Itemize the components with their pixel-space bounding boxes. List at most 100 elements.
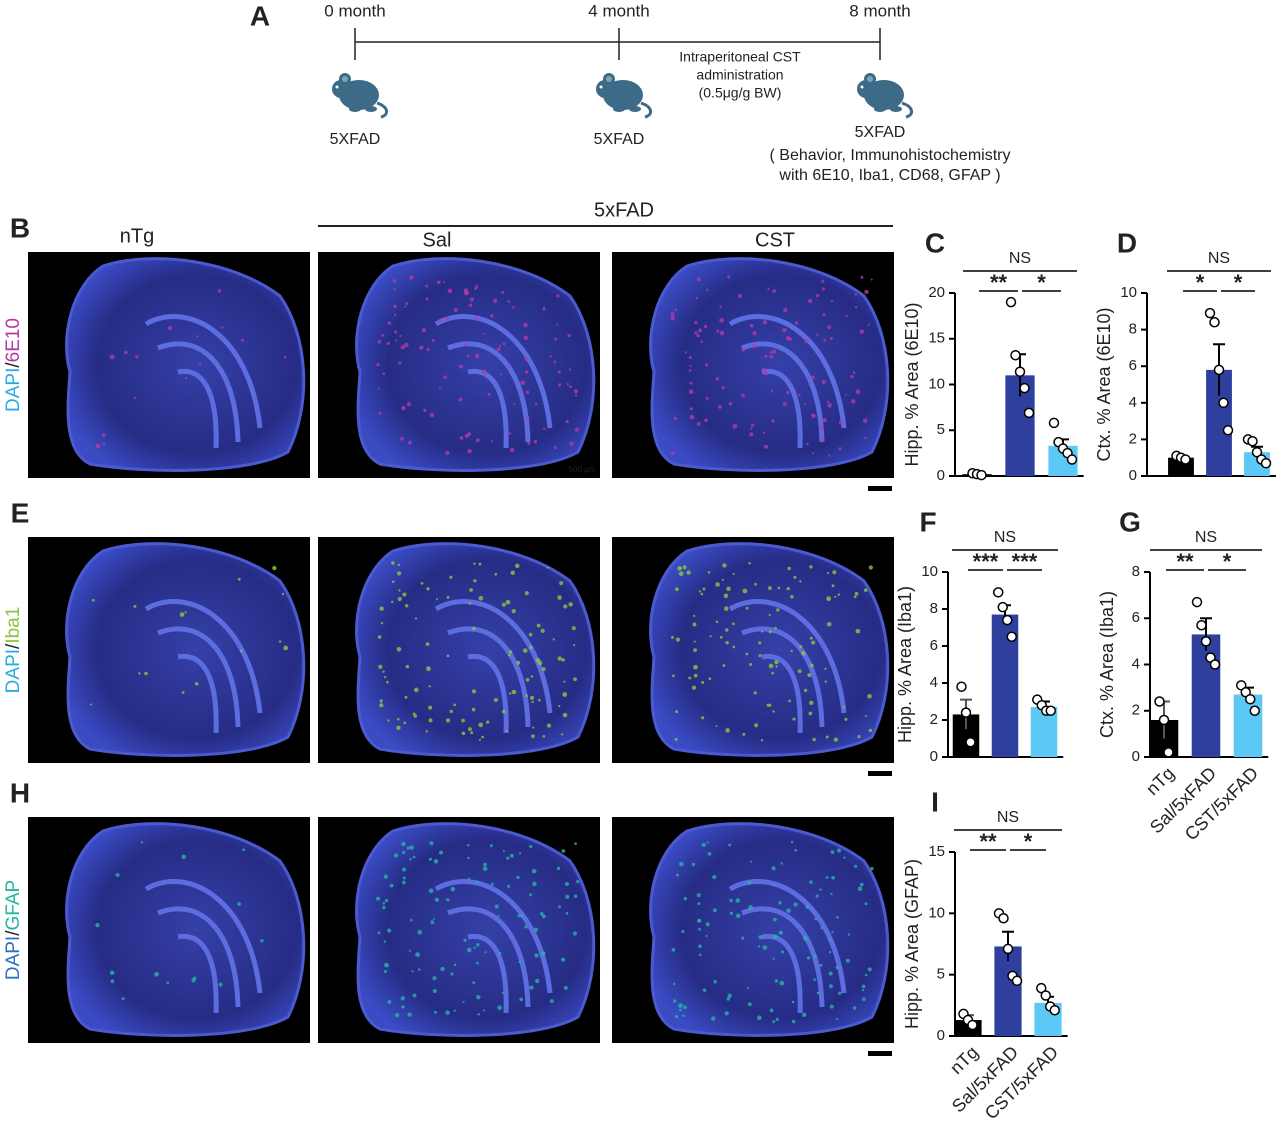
signal-dot bbox=[769, 1008, 774, 1013]
signal-dot bbox=[786, 390, 790, 395]
signal-dot bbox=[383, 940, 386, 943]
signal-dot bbox=[467, 877, 471, 880]
signal-dot bbox=[446, 654, 450, 658]
signal-dot bbox=[393, 288, 396, 291]
data-point bbox=[1002, 614, 1013, 626]
signal-dot bbox=[827, 403, 832, 408]
signal-dot bbox=[745, 652, 749, 656]
panel-letter: D bbox=[1117, 227, 1137, 258]
bar bbox=[994, 946, 1022, 1036]
data-point bbox=[1196, 619, 1207, 631]
signal-dot bbox=[723, 593, 729, 599]
mouse-icon bbox=[594, 71, 653, 119]
signal-dot bbox=[429, 841, 434, 846]
signal-dot bbox=[380, 621, 384, 625]
signal-dot bbox=[429, 412, 435, 418]
signal-dot bbox=[184, 611, 187, 614]
signal-dot bbox=[561, 658, 565, 662]
y-tick-label: 6 bbox=[930, 637, 938, 654]
signal-dot bbox=[399, 334, 402, 338]
signal-dot bbox=[432, 988, 437, 993]
timepoint-label: 4 month bbox=[588, 1, 649, 20]
signal-dot bbox=[557, 595, 562, 600]
x-tick-label: nTg bbox=[1142, 763, 1178, 799]
signal-dot bbox=[470, 731, 474, 735]
signal-dot bbox=[784, 328, 788, 331]
signal-dot bbox=[855, 628, 861, 634]
signal-dot bbox=[402, 867, 407, 872]
signal-dot bbox=[417, 968, 421, 971]
signal-dot bbox=[773, 917, 777, 922]
panel-letter: C bbox=[925, 227, 945, 258]
signal-dot bbox=[853, 595, 857, 599]
signal-dot bbox=[574, 427, 580, 432]
signal-dot bbox=[469, 297, 474, 302]
micrograph bbox=[612, 817, 894, 1043]
signal-dot bbox=[861, 984, 866, 989]
signal-dot bbox=[768, 663, 774, 669]
y-axis-label: Hipp. % Area (6E10) bbox=[902, 302, 922, 466]
signal-dot bbox=[531, 868, 537, 874]
signal-dot bbox=[842, 706, 846, 709]
signal-dot bbox=[735, 898, 741, 903]
signal-dot bbox=[397, 563, 401, 567]
data-point bbox=[998, 912, 1009, 924]
signal-dot bbox=[763, 444, 768, 449]
signal-dot bbox=[382, 905, 386, 910]
signal-dot bbox=[463, 288, 469, 293]
signal-dot bbox=[838, 447, 842, 451]
signal-dot bbox=[760, 738, 764, 742]
signal-dot bbox=[798, 393, 801, 397]
signal-dot bbox=[870, 866, 874, 871]
signal-dot bbox=[394, 313, 397, 317]
signal-dot bbox=[446, 595, 450, 599]
stain-part: DAPI bbox=[3, 936, 24, 980]
signal-dot bbox=[394, 339, 397, 342]
signal-dot bbox=[691, 862, 696, 867]
signal-dot bbox=[574, 842, 577, 846]
signal-dot bbox=[775, 665, 778, 668]
signal-dot bbox=[859, 329, 865, 334]
signal-dot bbox=[468, 303, 473, 307]
signal-dot bbox=[776, 608, 780, 612]
micrograph bbox=[318, 252, 600, 478]
y-tick-label: 15 bbox=[928, 843, 945, 860]
significance-label: ** bbox=[979, 829, 997, 854]
signal-dot bbox=[712, 874, 717, 880]
signal-dot bbox=[829, 984, 833, 989]
signal-dot bbox=[526, 416, 530, 420]
signal-dot bbox=[862, 418, 868, 424]
signal-dot bbox=[805, 905, 809, 909]
signal-dot bbox=[474, 287, 478, 291]
signal-dot bbox=[181, 854, 186, 860]
signal-dot bbox=[461, 731, 466, 736]
signal-dot bbox=[702, 988, 707, 992]
signal-dot bbox=[394, 330, 398, 334]
signal-dot bbox=[476, 943, 480, 947]
signal-dot bbox=[707, 851, 712, 856]
signal-dot bbox=[278, 640, 282, 643]
treatment-label: administration bbox=[696, 67, 783, 83]
signal-dot bbox=[406, 402, 411, 407]
column-header: Sal bbox=[423, 229, 452, 251]
signal-dot bbox=[749, 663, 753, 666]
signal-dot bbox=[808, 298, 813, 304]
signal-dot bbox=[522, 648, 528, 653]
signal-dot bbox=[753, 691, 757, 695]
signal-dot bbox=[670, 451, 675, 455]
signal-dot bbox=[519, 852, 522, 855]
signal-dot bbox=[467, 448, 472, 454]
signal-dot bbox=[445, 1010, 450, 1015]
signal-dot bbox=[408, 949, 411, 952]
signal-dot bbox=[762, 945, 768, 950]
signal-dot bbox=[481, 735, 485, 739]
signal-dot bbox=[786, 908, 791, 914]
significance-label: *** bbox=[973, 549, 999, 574]
signal-dot bbox=[693, 673, 698, 678]
signal-dot bbox=[524, 370, 529, 374]
signal-dot bbox=[493, 697, 498, 702]
signal-dot bbox=[719, 317, 724, 323]
signal-dot bbox=[438, 318, 442, 323]
signal-dot bbox=[797, 669, 802, 674]
significance-label: ** bbox=[990, 270, 1008, 295]
